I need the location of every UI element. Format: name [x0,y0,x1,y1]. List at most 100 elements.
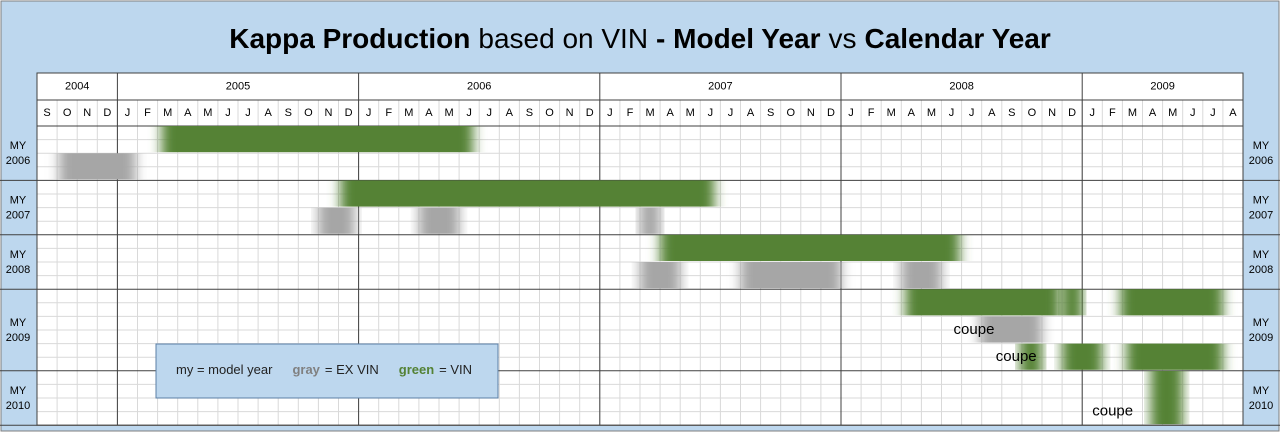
month-label: M [1128,107,1137,119]
month-label: M [404,107,413,119]
row-label: MY 2007 [1249,195,1273,222]
month-label: S [767,107,774,119]
row-label-line: MY [10,249,27,261]
bar [161,126,474,153]
month-label: J [1210,107,1216,119]
row-label: MY 2010 [6,385,30,412]
bar [979,316,1042,343]
month-label: M [686,107,695,119]
row-label-line: 2008 [6,264,30,276]
legend-box [155,343,499,399]
month-label: N [324,107,332,119]
title-part: - Model Year [656,23,821,54]
row-label-line: 2009 [6,332,30,344]
row-label-line: 2009 [1249,332,1273,344]
annotation: coupe [996,348,1037,365]
month-label: N [83,107,91,119]
legend-part: = EX VIN [325,362,379,377]
bar [640,262,681,289]
row-label-line: 2010 [6,400,30,412]
month-label: N [566,107,574,119]
bar [640,207,661,234]
row-label-line: 2008 [1249,264,1273,276]
row-label: MY 2006 [6,140,30,167]
month-label: A [264,107,272,119]
month-label: J [969,107,975,119]
month-label: M [927,107,936,119]
row-label: MY 2009 [1249,317,1273,344]
bar [660,234,960,261]
chart-title: Kappa Production based on VIN - Model Year… [229,23,1051,54]
bar [1062,289,1083,316]
month-label: S [1008,107,1015,119]
month-label: M [203,107,212,119]
row-label: MY 2006 [1249,140,1273,167]
row-label: MY 2009 [6,317,30,344]
month-label: N [807,107,815,119]
month-label: D [827,107,835,119]
month-label: J [366,107,372,119]
month-label: A [506,107,514,119]
row-label-line: MY [10,140,27,152]
month-label: M [1168,107,1177,119]
legend-part: = VIN [439,362,472,377]
row-label-line: 2006 [1249,155,1273,167]
row-label-line: 2007 [6,210,30,222]
month-label: J [125,107,131,119]
bar [740,262,841,289]
month-label: D [345,107,353,119]
month-label: M [444,107,453,119]
bar [59,153,136,180]
month-label: F [144,107,151,119]
legend-part: green [399,362,434,377]
month-label: J [487,107,493,119]
bar [1120,289,1223,316]
row-label-line: 2007 [1249,210,1273,222]
row-label-line: MY [1253,140,1270,152]
month-label: A [747,107,755,119]
month-label: A [1229,107,1237,119]
row-label-line: 2006 [6,155,30,167]
bar [318,207,355,234]
legend-part: my = model year [176,362,273,377]
year-label: 2007 [708,80,732,92]
month-label: J [466,107,472,119]
month-label: J [1190,107,1196,119]
annotation: coupe [954,321,995,338]
row-label-line: MY [1253,249,1270,261]
year-label: 2005 [226,80,250,92]
month-label: O [545,107,554,119]
row-label: MY 2008 [6,249,30,276]
month-label: A [988,107,996,119]
title-part: vs [828,23,856,54]
month-label: F [868,107,875,119]
month-label: N [1048,107,1056,119]
month-label: F [1109,107,1116,119]
month-label: M [887,107,896,119]
annotation: coupe [1092,403,1133,420]
month-label: M [645,107,654,119]
month-label: A [425,107,433,119]
month-label: S [43,107,50,119]
row-label: MY 2008 [1249,249,1273,276]
year-label: 2004 [65,80,89,92]
marks [59,126,1223,425]
month-label: J [728,107,734,119]
row-label-line: MY [10,385,27,397]
month-label: A [184,107,192,119]
month-label: J [708,107,714,119]
month-label: O [304,107,313,119]
month-label: O [1028,107,1037,119]
month-label: A [908,107,916,119]
bar [905,289,1061,316]
row-label-line: MY [10,195,27,207]
month-label: A [666,107,674,119]
month-label: J [949,107,955,119]
title-part: Calendar Year [864,23,1050,54]
row-label-line: MY [1253,385,1270,397]
legend: my = model year gray = EX VIN green = VIN [176,362,472,377]
row-label-line: MY [1253,195,1270,207]
bar [1062,343,1103,370]
